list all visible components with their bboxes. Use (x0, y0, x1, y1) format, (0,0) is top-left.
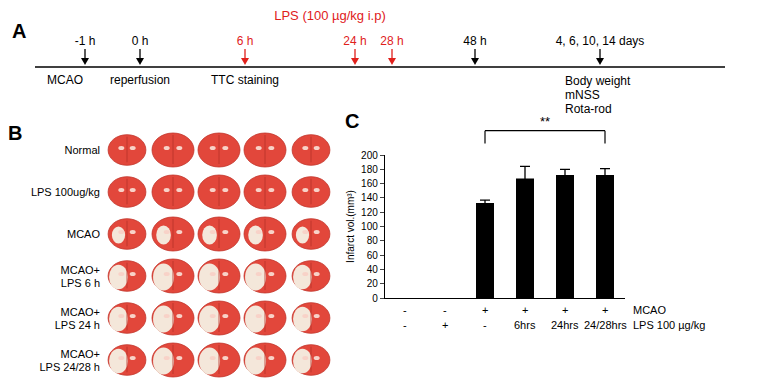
svg-text:40: 40 (367, 264, 379, 275)
svg-text:LPS 100ug/kg: LPS 100ug/kg (31, 186, 100, 198)
svg-text:60: 60 (367, 250, 379, 261)
svg-text:-: - (403, 319, 407, 331)
svg-text:120: 120 (361, 207, 378, 218)
svg-text:+: + (442, 319, 448, 331)
svg-text:LPS 100 µg/kg: LPS 100 µg/kg (633, 319, 705, 331)
svg-text:160: 160 (361, 178, 378, 189)
svg-text:-: - (483, 319, 487, 331)
svg-text:180: 180 (361, 164, 378, 175)
svg-text:+: + (602, 304, 608, 316)
svg-text:140: 140 (361, 192, 378, 203)
svg-text:24 h: 24 h (343, 34, 366, 48)
svg-text:A: A (12, 20, 26, 42)
svg-text:Rota-rod: Rota-rod (565, 102, 612, 116)
svg-text:+: + (482, 304, 488, 316)
svg-text:Body weight: Body weight (565, 74, 631, 88)
svg-text:MCAO+: MCAO+ (61, 264, 100, 276)
svg-text:-: - (443, 304, 447, 316)
svg-text:0: 0 (372, 293, 378, 304)
svg-text:MCAO+: MCAO+ (61, 306, 100, 318)
svg-text:MCAO: MCAO (67, 228, 100, 240)
svg-text:C: C (345, 110, 359, 132)
svg-text:6 h: 6 h (237, 34, 254, 48)
svg-text:100: 100 (361, 221, 378, 232)
svg-text:LPS (100 µg/kg i.p): LPS (100 µg/kg i.p) (274, 8, 386, 23)
svg-text:LPS 24 h: LPS 24 h (55, 319, 100, 331)
svg-text:**: ** (540, 114, 550, 129)
svg-text:Infarct vol.(mm³): Infarct vol.(mm³) (345, 190, 356, 263)
svg-text:6hrs: 6hrs (514, 319, 536, 331)
svg-text:24hrs: 24hrs (551, 319, 579, 331)
svg-text:-1 h: -1 h (75, 34, 96, 48)
svg-text:B: B (8, 122, 22, 144)
svg-text:48 h: 48 h (463, 34, 486, 48)
svg-text:LPS 6 h: LPS 6 h (61, 277, 100, 289)
svg-text:24/28hrs: 24/28hrs (584, 319, 627, 331)
svg-text:28 h: 28 h (380, 34, 403, 48)
svg-text:4, 6, 10, 14 days: 4, 6, 10, 14 days (556, 34, 645, 48)
svg-text:-: - (403, 304, 407, 316)
svg-text:+: + (522, 304, 528, 316)
svg-text:LPS 24/28 h: LPS 24/28 h (39, 361, 100, 373)
svg-text:reperfusion: reperfusion (110, 73, 170, 87)
svg-text:MCAO+: MCAO+ (61, 348, 100, 360)
svg-text:80: 80 (367, 235, 379, 246)
svg-text:20: 20 (367, 278, 379, 289)
svg-text:TTC staining: TTC staining (211, 73, 279, 87)
svg-text:200: 200 (361, 150, 378, 161)
svg-text:MCAO: MCAO (47, 73, 83, 87)
svg-text:MCAO: MCAO (633, 304, 666, 316)
svg-text:mNSS: mNSS (565, 88, 600, 102)
svg-text:0 h: 0 h (132, 34, 149, 48)
svg-text:+: + (562, 304, 568, 316)
svg-text:Normal: Normal (65, 144, 100, 156)
